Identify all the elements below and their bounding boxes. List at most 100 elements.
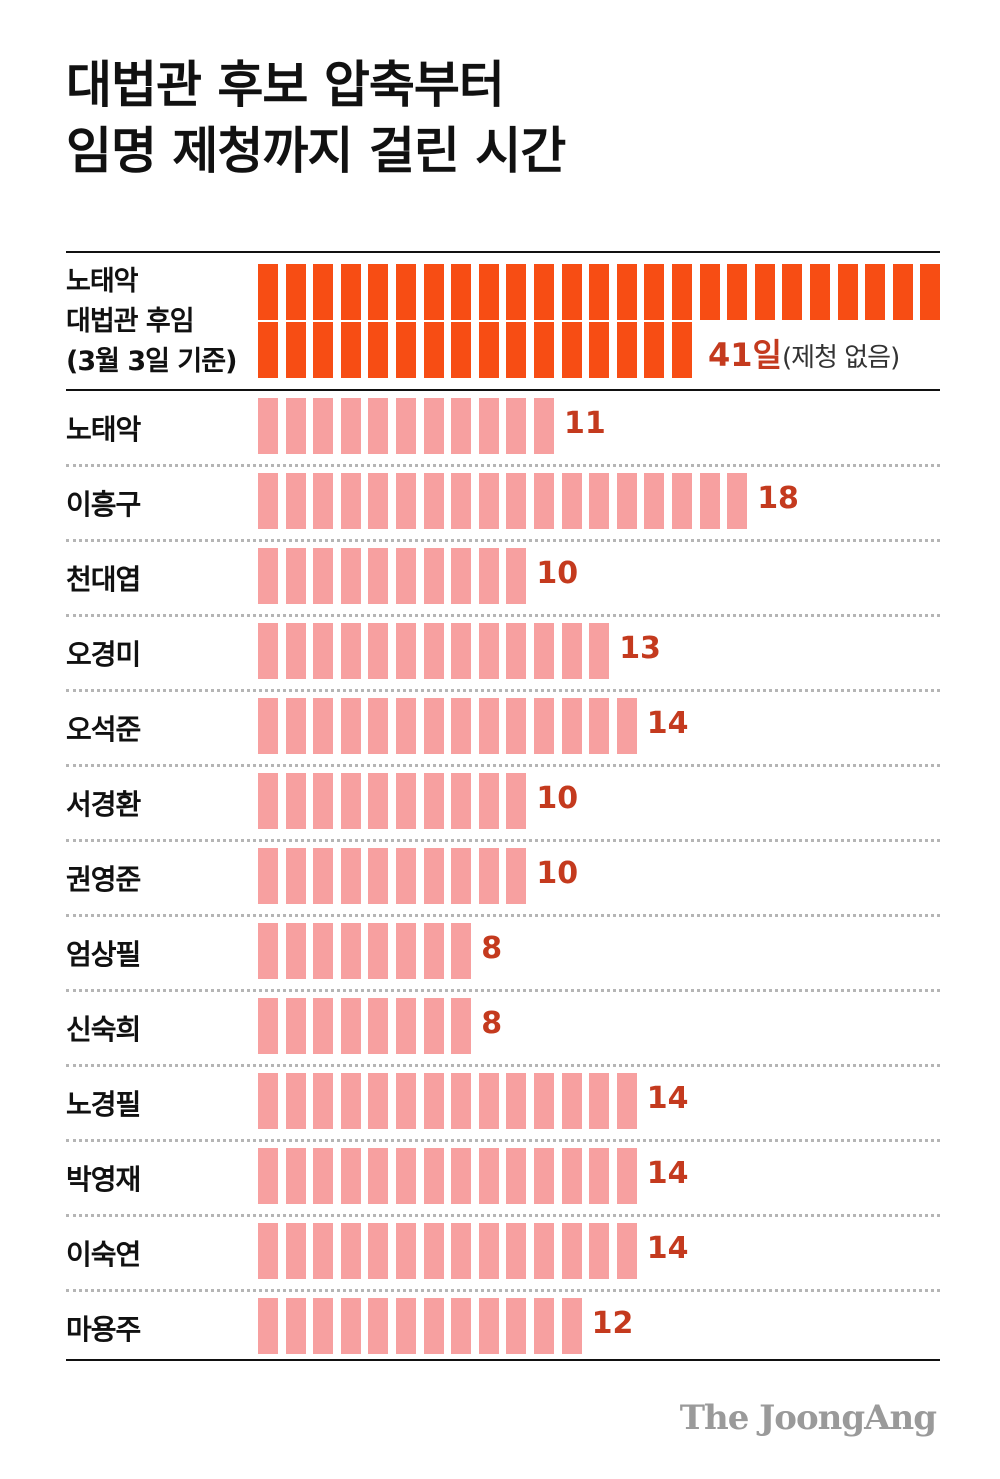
bar-tick: [423, 1223, 444, 1279]
bar-tick: [534, 1073, 554, 1129]
bar-tick: [699, 473, 720, 529]
bar-tick: [478, 1073, 499, 1129]
bar-tick: [313, 698, 334, 754]
bar-tick: [396, 848, 416, 904]
bar-tick: [340, 1148, 361, 1204]
value-label: 14: [646, 1156, 689, 1191]
special-bar-tick: [506, 322, 527, 378]
bar-tick: [340, 398, 361, 454]
bar-tick: [478, 1148, 499, 1204]
special-bar-tick: [340, 264, 361, 320]
special-bar-tick: [727, 264, 748, 320]
special-bar-tick: [589, 322, 610, 378]
bar-tick: [534, 623, 554, 679]
bar-tick: [396, 398, 416, 454]
special-bar-tick: [616, 322, 637, 378]
bar-tick: [478, 623, 499, 679]
bar-tick: [561, 473, 582, 529]
bar-tick: [451, 623, 472, 679]
value-label: 10: [536, 856, 579, 891]
row-divider: [66, 839, 940, 842]
bar-tick: [506, 623, 527, 679]
bar-tick: [285, 998, 306, 1054]
bar-tick: [451, 923, 472, 979]
bar-tick: [258, 398, 278, 454]
category-label: 신숙희: [66, 1013, 141, 1046]
bar-tick: [644, 473, 665, 529]
bar-tick: [285, 698, 306, 754]
title-line-1: 대법관 후보 압축부터: [66, 56, 505, 114]
bar-tick: [589, 698, 610, 754]
bar-tick: [423, 1298, 444, 1354]
value-label: 12: [591, 1306, 634, 1341]
special-bar-tick: [837, 264, 858, 320]
row-divider: [66, 614, 940, 617]
bar-tick: [340, 1073, 361, 1129]
row-divider: [66, 1214, 940, 1217]
bar-tick: [451, 1148, 472, 1204]
special-label-line-2: 대법관 후임: [66, 306, 195, 337]
category-label: 마용주: [66, 1313, 141, 1346]
bar-tick: [313, 1148, 334, 1204]
category-label: 노경필: [66, 1088, 141, 1121]
bar-tick: [423, 773, 444, 829]
bar-tick: [340, 1223, 361, 1279]
special-bar-tick: [478, 264, 499, 320]
bar-tick: [589, 1073, 610, 1129]
bar-tick: [368, 848, 389, 904]
special-bar-tick: [616, 264, 637, 320]
bar-tick: [478, 1223, 499, 1279]
bar-tick: [258, 998, 278, 1054]
bar-tick: [451, 1298, 472, 1354]
bar-tick: [313, 923, 334, 979]
bar-tick: [561, 1073, 582, 1129]
bar-tick: [313, 848, 334, 904]
bar-tick: [451, 473, 472, 529]
bar-tick: [313, 998, 334, 1054]
bar-tick: [451, 398, 472, 454]
bar-tick: [616, 698, 637, 754]
category-label: 권영준: [66, 863, 141, 896]
row-divider: [66, 914, 940, 917]
bar-tick: [478, 473, 499, 529]
bar-tick: [258, 1223, 278, 1279]
bar-tick: [423, 998, 444, 1054]
bar-tick: [258, 1148, 278, 1204]
special-bar-tick: [920, 264, 941, 320]
special-value-note: (제청 없음): [781, 343, 900, 373]
bar-tick: [285, 1223, 306, 1279]
category-label: 이흥구: [66, 488, 141, 521]
special-bar-tick: [478, 322, 499, 378]
bar-tick: [340, 998, 361, 1054]
special-value-number: 41일: [708, 336, 782, 374]
special-bar-tick: [892, 264, 913, 320]
bar-tick: [368, 623, 389, 679]
value-label: 13: [619, 631, 661, 666]
bar-tick: [285, 473, 306, 529]
special-bar-tick: [396, 322, 416, 378]
bar-tick: [589, 1223, 610, 1279]
bar-tick: [340, 1298, 361, 1354]
row-divider: [66, 989, 940, 992]
bar-tick: [368, 1298, 389, 1354]
bar-tick: [368, 1073, 389, 1129]
bar-tick: [616, 1148, 637, 1204]
bar-tick: [340, 848, 361, 904]
bar-tick: [506, 848, 527, 904]
special-row-label: 노태악 대법관 후임 (3월 3일 기준): [66, 262, 237, 382]
value-label: 14: [646, 1081, 689, 1116]
special-bar-tick: [589, 264, 610, 320]
top-rule: [66, 251, 940, 253]
special-bar-tick: [561, 322, 582, 378]
bar-tick: [368, 773, 389, 829]
bar-tick: [589, 1148, 610, 1204]
row-divider: [66, 764, 940, 767]
row-divider: [66, 1139, 940, 1142]
bar-tick: [561, 698, 582, 754]
special-bar-tick: [534, 322, 554, 378]
bottom-rule: [66, 1359, 940, 1361]
special-bar-tick: [285, 264, 306, 320]
bar-tick: [672, 473, 692, 529]
bar-tick: [478, 1298, 499, 1354]
bar-tick: [285, 623, 306, 679]
